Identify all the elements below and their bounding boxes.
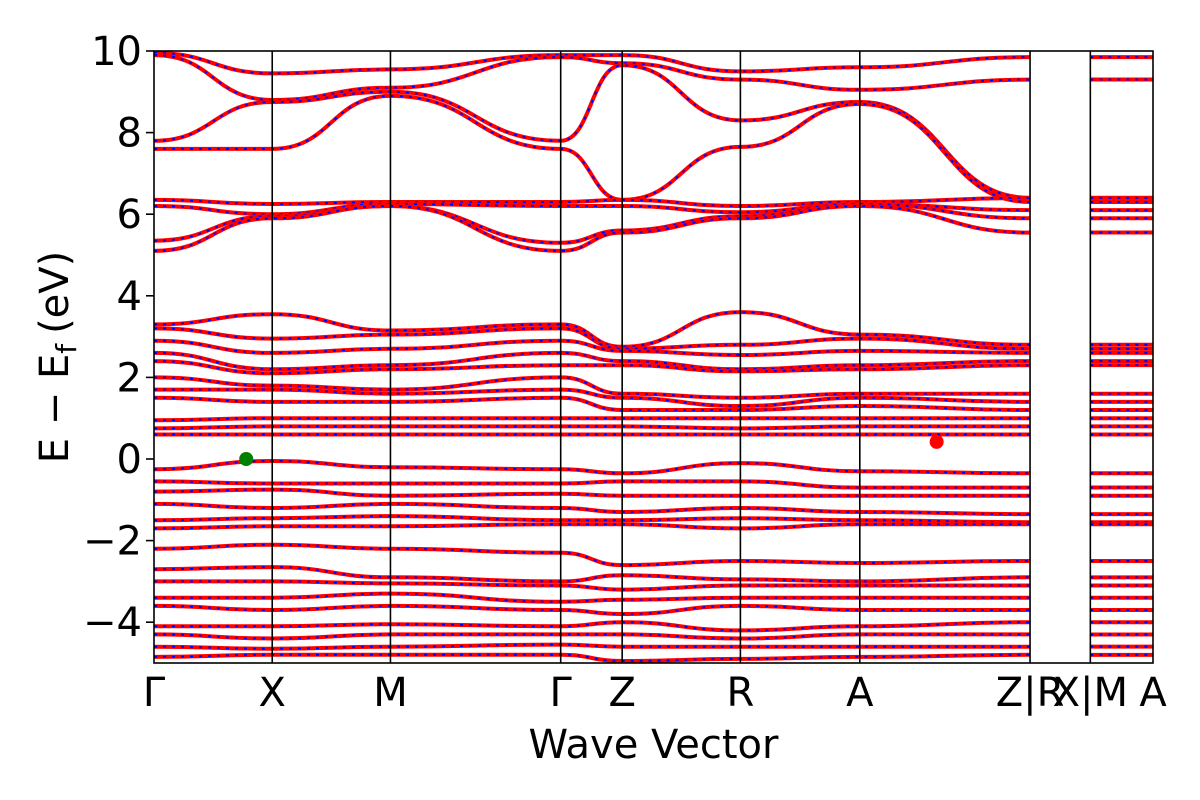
x-tick-label-7: Z|R xyxy=(996,670,1065,716)
band-line-dashed-27 xyxy=(154,580,1030,591)
band-line-16 xyxy=(154,416,1030,423)
band-line-dashed-12 xyxy=(154,360,1031,375)
x-tick-label-2: M xyxy=(373,670,408,716)
high-symmetry-lines xyxy=(271,51,1092,663)
x-tick-label-9: A xyxy=(1139,670,1167,716)
band-line-22 xyxy=(154,501,1031,517)
band-line-dashed-7 xyxy=(154,204,1031,252)
band-line-25 xyxy=(154,542,1031,568)
band-line-dashed-31 xyxy=(154,633,1030,640)
band-line-17 xyxy=(154,424,1030,431)
x-tick-label-1: X xyxy=(259,670,286,716)
y-axis-label: E − Ef (eV) xyxy=(32,251,83,464)
y-tick-label-7: 10 xyxy=(91,29,142,75)
band-line-dashed-22 xyxy=(154,502,1031,516)
band-line-dashed-19 xyxy=(154,459,1031,475)
band-line-dashed-21 xyxy=(154,488,1030,497)
x-axis-ticks: Γ X M Γ Z R A Z|RX|M A xyxy=(143,670,1167,716)
band-line-26 xyxy=(154,565,1031,584)
bands-layer xyxy=(154,51,1153,663)
band-line-30 xyxy=(154,620,1031,633)
y-tick-label-3: 2 xyxy=(117,355,142,401)
band-line-dashed-26 xyxy=(154,566,1031,583)
band-line-dashed-29 xyxy=(154,604,1030,616)
plot-frame xyxy=(153,50,1154,664)
y-tick-label-5: 6 xyxy=(117,192,142,238)
y-tick-label-6: 8 xyxy=(117,111,142,157)
x-tick-label-3: Γ xyxy=(550,670,573,716)
vbm-marker xyxy=(239,452,254,466)
band-edge-markers xyxy=(239,434,944,466)
band-line-29 xyxy=(154,603,1030,617)
y-axis-ticks: −4 −2 0 2 4 6 8 10 xyxy=(83,29,154,646)
y-tick-label-2: 0 xyxy=(117,437,142,483)
band-line-32 xyxy=(154,642,1030,651)
x-tick-label-8: X|M xyxy=(1053,670,1128,716)
x-tick-label-5: R xyxy=(726,670,754,716)
band-line-dashed-30 xyxy=(154,621,1031,632)
band-line-33 xyxy=(154,652,1031,663)
y-tick-label-1: −2 xyxy=(83,519,142,565)
band-line-10 xyxy=(154,338,1031,358)
band-line-20 xyxy=(154,479,1030,490)
band-line-1 xyxy=(154,53,1031,103)
band-line-23 xyxy=(154,514,1031,525)
band-line-dashed-14 xyxy=(154,388,1031,408)
band-line-19 xyxy=(154,458,1031,476)
y-axis-label-main: E − E xyxy=(32,354,78,464)
band-line-dashed-33 xyxy=(154,653,1031,663)
band-line-dashed-25 xyxy=(154,543,1031,567)
x-tick-label-4: Z xyxy=(608,670,635,716)
cbm-marker xyxy=(929,434,944,449)
band-line-dashed-8 xyxy=(154,311,1031,348)
y-tick-label-4: 4 xyxy=(117,274,142,320)
band-line-31 xyxy=(154,632,1030,641)
y-axis-label-unit: (eV) xyxy=(32,251,78,334)
y-axis-label-subscript: f xyxy=(50,343,83,354)
x-axis-label: Wave Vector xyxy=(529,722,780,768)
band-line-28 xyxy=(154,591,1030,604)
band-line-dashed-13 xyxy=(154,376,1030,399)
y-tick-label-0: −4 xyxy=(83,600,142,646)
band-line-dashed-28 xyxy=(154,592,1030,603)
x-tick-label-0: Γ xyxy=(143,670,166,716)
band-line-8 xyxy=(154,310,1031,349)
band-line-dashed-0 xyxy=(154,52,1031,75)
band-line-dashed-24 xyxy=(154,523,1030,530)
band-line-24 xyxy=(154,522,1030,531)
x-tick-label-6: A xyxy=(846,670,874,716)
band-line-21 xyxy=(154,487,1030,498)
